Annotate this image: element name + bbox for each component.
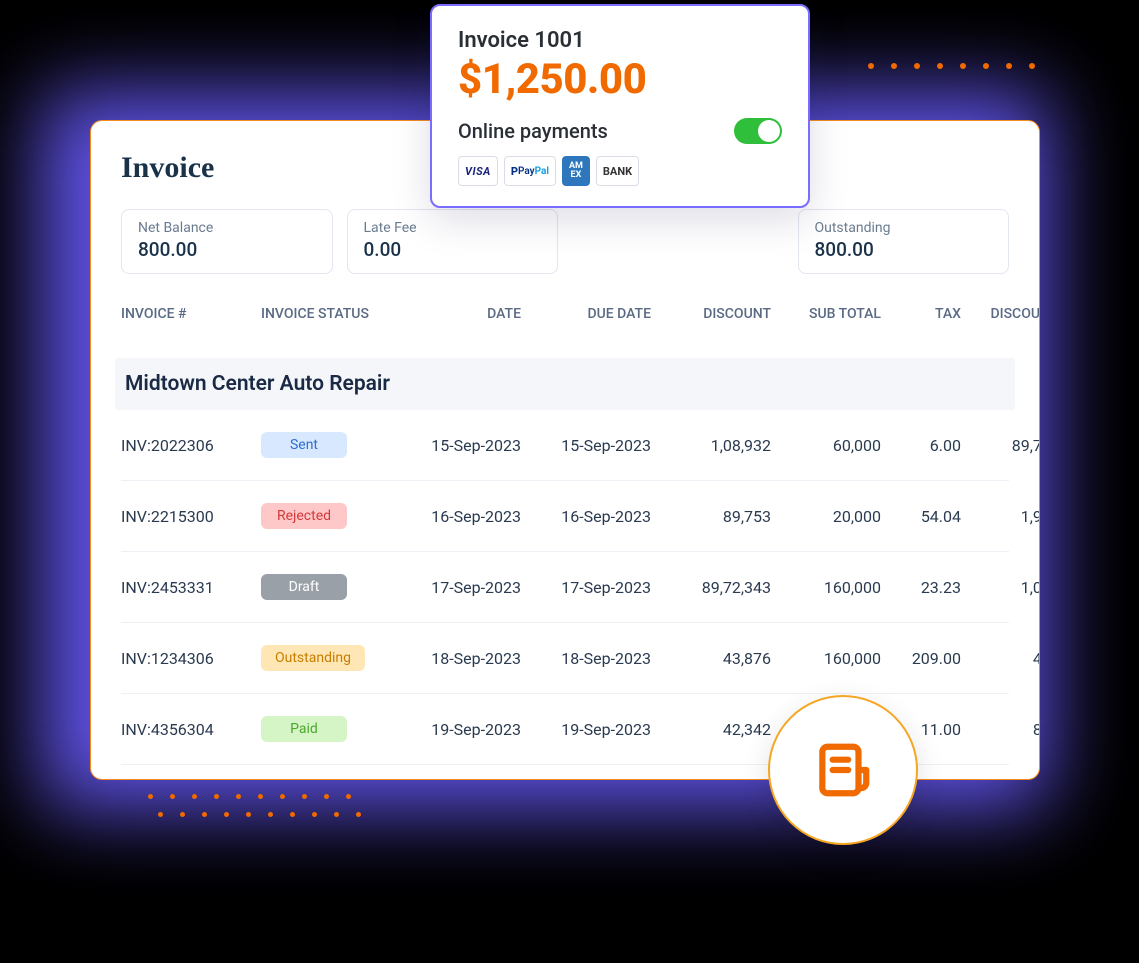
online-payments-label: Online payments [458, 119, 608, 143]
subtotal-cell: 20,000 [771, 507, 881, 526]
status-cell: Sent [261, 432, 401, 458]
stat-box: Outstanding 800.00 [798, 209, 1010, 274]
group-header: Midtown Center Auto Repair [115, 358, 1015, 410]
status-cell: Paid [261, 716, 401, 742]
subtotal-cell: 160,000 [771, 649, 881, 668]
payment-method-amex[interactable]: AMEX [562, 156, 590, 186]
discount-cell: 89,753 [651, 507, 771, 526]
tax-cell: 23.23 [881, 578, 961, 597]
discount-cell: 43,876 [651, 649, 771, 668]
stat-label: Outstanding [815, 220, 993, 236]
status-badge: Sent [261, 432, 347, 458]
status-badge: Outstanding [261, 645, 365, 671]
column-header: TAX [881, 306, 961, 338]
due-date-cell: 17-Sep-2023 [521, 578, 651, 597]
table-row[interactable]: INV:2022306Sent15-Sep-202315-Sep-20231,0… [121, 410, 1009, 481]
tax-cell: 6.00 [881, 436, 961, 455]
discount-on-total-cell: 89,72,343 [961, 436, 1040, 455]
payment-method-visa[interactable]: VISA [458, 156, 498, 186]
column-header: INVOICE STATUS [261, 306, 401, 338]
table-row[interactable]: INV:2453331Draft17-Sep-202317-Sep-202389… [121, 552, 1009, 623]
due-date-cell: 15-Sep-2023 [521, 436, 651, 455]
stat-value: 800.00 [815, 238, 993, 261]
column-header: DISCOUNT ON TOTAL [961, 306, 1040, 338]
stat-value: 800.00 [138, 238, 316, 261]
invoice-icon [812, 739, 874, 801]
discount-cell: 1,08,932 [651, 436, 771, 455]
status-cell: Rejected [261, 503, 401, 529]
stat-box: Net Balance 800.00 [121, 209, 333, 274]
table-row[interactable]: INV:1234306Outstanding 18-Sep-202318-Sep-… [121, 623, 1009, 694]
invoice-number: INV:1234306 [121, 649, 261, 668]
column-header: DISCOUNT [651, 306, 771, 338]
status-badge: Rejected [261, 503, 347, 529]
date-cell: 16-Sep-2023 [401, 507, 521, 526]
discount-on-total-cell: 43,876 [961, 649, 1040, 668]
discount-on-total-cell: 1,98,234 [961, 507, 1040, 526]
payment-method-bank[interactable]: BANK [596, 156, 639, 186]
payment-method-paypal[interactable]: P PayPal [504, 156, 556, 186]
tax-cell: 209.00 [881, 649, 961, 668]
popup-invoice-title: Invoice 1001 [458, 28, 782, 53]
decorative-dots-bottom-1 [148, 794, 351, 799]
column-header: DUE DATE [521, 306, 651, 338]
table-row[interactable]: INV:2215300Rejected 16-Sep-202316-Sep-202… [121, 481, 1009, 552]
tax-cell: 54.04 [881, 507, 961, 526]
stat-label: Late Fee [364, 220, 542, 236]
column-header: DATE [401, 306, 521, 338]
table-header: INVOICE #INVOICE STATUSDATEDUE DATEDISCO… [121, 296, 1009, 358]
status-badge: Draft [261, 574, 347, 600]
date-cell: 15-Sep-2023 [401, 436, 521, 455]
status-cell: Outstanding [261, 645, 401, 671]
discount-on-total-cell: 1,08,932 [961, 578, 1040, 597]
invoice-card: Invoice Net Balance800.00Late Fee0.00Out… [90, 120, 1040, 780]
discount-cell: 42,342 [651, 720, 771, 739]
discount-cell: 89,72,343 [651, 578, 771, 597]
subtotal-cell: 160,000 [771, 578, 881, 597]
column-header: SUB TOTAL [771, 306, 881, 338]
date-cell: 17-Sep-2023 [401, 578, 521, 597]
column-header: INVOICE # [121, 306, 261, 338]
invoice-popup: Invoice 1001 $1,250.00 Online payments V… [430, 4, 810, 208]
date-cell: 19-Sep-2023 [401, 720, 521, 739]
stat-label: Net Balance [138, 220, 316, 236]
decorative-dots-top [868, 63, 1035, 69]
invoice-number: INV:4356304 [121, 720, 261, 739]
subtotal-cell: 60,000 [771, 436, 881, 455]
decorative-dots-bottom-2 [158, 812, 361, 817]
popup-amount: $1,250.00 [458, 55, 782, 104]
stat-box: Late Fee 0.00 [347, 209, 559, 274]
invoice-number: INV:2022306 [121, 436, 261, 455]
status-cell: Draft [261, 574, 401, 600]
invoice-number: INV:2453331 [121, 578, 261, 597]
stats-row: Net Balance 800.00 Late Fee 0.00 Outstanding… [121, 209, 1009, 274]
invoice-fab[interactable] [768, 695, 918, 845]
discount-on-total-cell: 89,753 [961, 720, 1040, 739]
due-date-cell: 18-Sep-2023 [521, 649, 651, 668]
payment-methods-row: VISAP PayPalAMEXBANK [458, 156, 782, 186]
status-badge: Paid [261, 716, 347, 742]
stat-value: 0.00 [364, 238, 542, 261]
date-cell: 18-Sep-2023 [401, 649, 521, 668]
online-payments-toggle[interactable] [734, 118, 782, 144]
due-date-cell: 16-Sep-2023 [521, 507, 651, 526]
invoice-number: INV:2215300 [121, 507, 261, 526]
due-date-cell: 19-Sep-2023 [521, 720, 651, 739]
